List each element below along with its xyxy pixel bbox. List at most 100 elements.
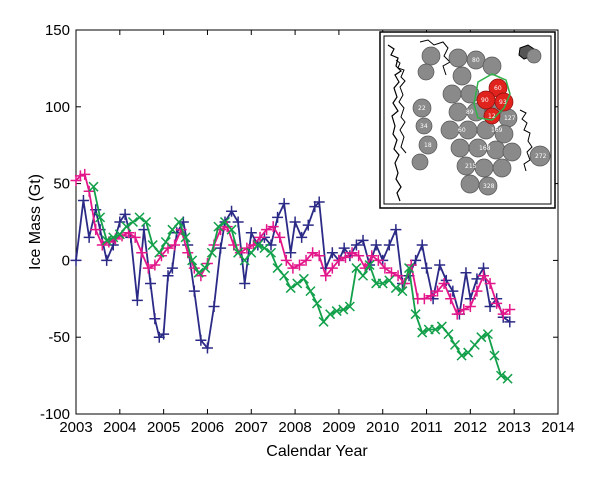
data-point [296,231,308,243]
data-point [200,263,211,274]
inset-map: 60 90 93 12 89 168 215 169 328 272 22 34… [379,31,556,209]
inset-label: 127 [504,115,516,122]
axis-ticks: 2003 2004 2005 2006 2007 2008 2009 2010 2011 2012… [40,22,575,436]
data-point [436,321,447,332]
data-point [77,194,89,206]
y-tick-label: 100 [45,99,70,116]
data-point [154,247,165,258]
data-point [134,212,145,223]
data-point [180,232,191,243]
data-point [417,327,428,338]
data-point [357,234,369,246]
data-point [432,285,443,297]
data-point [285,283,296,294]
data-point [325,309,336,320]
inset-label: 89 [466,109,474,116]
data-point [259,243,270,254]
data-point [162,270,174,282]
inset-label: 272 [535,153,547,160]
y-axis-label: Ice Mass (Gt) [27,174,44,270]
x-tick-label: 2014 [541,419,574,436]
data-point [390,283,401,294]
inset-label: 90 [481,97,489,104]
data-point [484,300,496,312]
data-point [302,219,314,231]
data-point [344,301,355,312]
data-point [410,309,421,320]
data-point [226,224,237,235]
data-point [114,216,126,228]
data-point [370,239,382,251]
data-point [497,308,509,320]
data-point [460,267,472,279]
x-tick-label: 2012 [454,419,487,436]
data-point [121,221,132,232]
inset-green-outline [473,73,511,121]
inset-coast-east [519,109,533,172]
data-point [188,285,200,297]
data-point [377,278,388,289]
data-point [101,254,113,266]
inset-label: 215 [465,163,477,170]
inset-label: 22 [418,105,426,112]
inset-label: 60 [458,127,466,134]
x-tick-label: 2009 [322,419,355,436]
data-point [298,273,309,284]
data-point [167,224,178,235]
data-point [114,229,125,240]
inset-label: 168 [479,145,491,152]
series-layer [70,168,516,384]
data-point [95,212,106,223]
inset-coast-west-2 [395,59,407,154]
data-point [261,224,273,236]
data-point [366,250,378,262]
y-tick-label: -100 [40,406,70,423]
data-point [346,247,358,259]
data-point [272,263,283,274]
data-point [293,259,305,271]
data-point [478,270,490,282]
y-tick-label: -50 [48,329,70,346]
data-point [166,262,178,274]
data-point [305,286,316,297]
data-point [471,285,483,297]
data-point [252,240,263,251]
data-point [149,259,161,271]
data-point [79,168,91,180]
data-point [187,255,198,266]
data-point [476,332,487,343]
data-point [403,263,415,274]
data-point [254,231,266,243]
data-point [502,373,513,384]
inset-coast-center [419,39,451,76]
data-point [158,328,170,340]
data-point [149,313,161,325]
x-tick-label: 2006 [191,419,224,436]
data-point [445,293,457,305]
data-point [246,247,257,258]
data-point [213,221,224,232]
x-tick-label: 2010 [366,419,399,436]
data-point [279,270,290,281]
data-point [232,216,244,228]
data-point [313,196,325,208]
data-point [326,262,338,274]
data-point [504,316,516,328]
data-point [160,236,171,247]
data-point [338,242,350,254]
x-tick-label: 2008 [278,419,311,436]
data-point [278,198,290,210]
data-point [311,298,323,309]
data-point [320,270,332,282]
data-point [385,267,397,279]
data-point [418,293,430,305]
data-point [221,221,233,233]
data-point [108,232,119,243]
data-point [379,262,391,274]
data-point [131,294,143,306]
data-point [88,181,99,192]
data-point [292,278,303,289]
data-point [280,254,292,266]
y-tick-label: 150 [45,22,70,39]
data-point [142,262,154,274]
